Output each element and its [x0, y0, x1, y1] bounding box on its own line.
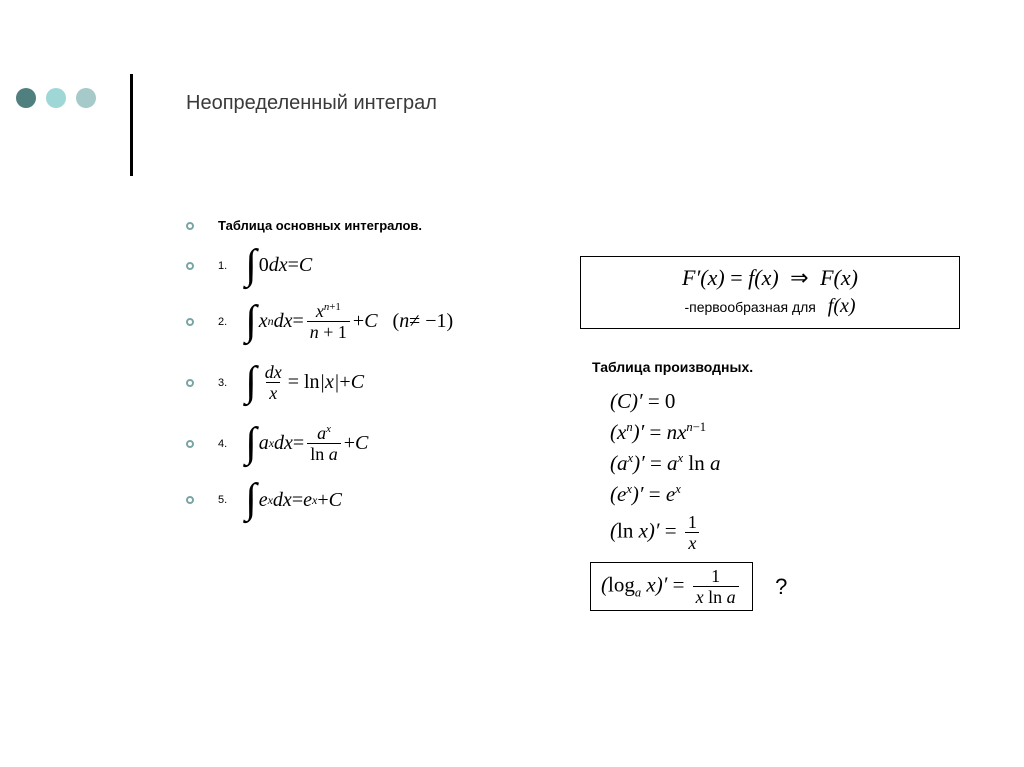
item-number: 5.	[218, 494, 227, 506]
callout-label-row: -первообразная для f(x)	[597, 295, 943, 318]
integral-item: 2. ∫xndx = xn+1n + 1 + C (n ≠ −1)	[186, 302, 546, 341]
derivatives-list: (C)′ = 0 (xn)′ = nxn−1 (ax)′ = ax ln a (ex)…	[610, 389, 960, 552]
decorative-dots	[16, 88, 96, 108]
callout-label: -первообразная для	[684, 299, 815, 315]
dot	[76, 88, 96, 108]
derivative-line: (C)′ = 0	[610, 389, 960, 414]
derivative-line: (ax)′ = ax ln a	[610, 451, 960, 476]
bullet-icon	[186, 222, 194, 230]
dot	[16, 88, 36, 108]
integral-formula: ∫0dx = C	[245, 251, 312, 280]
bullet-icon	[186, 379, 194, 387]
question-mark: ?	[775, 574, 787, 599]
subheading-row: Таблица основных интегралов.	[186, 218, 546, 233]
derivatives-column: F′(x) = f(x) ⇒ F(x) -первообразная для f…	[580, 256, 960, 611]
integral-item: 3. ∫dxx = ln|x| + C	[186, 363, 546, 402]
item-number: 3.	[218, 377, 227, 389]
antiderivative-callout: F′(x) = f(x) ⇒ F(x) -первообразная для f…	[580, 256, 960, 329]
integrals-subheading: Таблица основных интегралов.	[218, 218, 422, 233]
bullet-icon	[186, 262, 194, 270]
slide-title: Неопределенный интеграл	[186, 92, 437, 115]
integrals-column: Таблица основных интегралов. 1. ∫0dx = C 2…	[186, 218, 546, 537]
log-derivative-row: (loga x)′ = 1x ln a ?	[590, 558, 960, 611]
callout-formula: F′(x) = f(x) ⇒ F(x)	[597, 265, 943, 291]
item-number: 1.	[218, 260, 227, 272]
bullet-icon	[186, 440, 194, 448]
integral-formula: ∫dxx = ln|x| + C	[245, 363, 364, 402]
integral-formula: ∫xndx = xn+1n + 1 + C (n ≠ −1)	[245, 302, 453, 341]
integral-formula: ∫axdx = axln a + C	[245, 424, 368, 463]
integral-formula: ∫exdx = ex + C	[245, 485, 342, 514]
bullet-icon	[186, 318, 194, 326]
bullet-icon	[186, 496, 194, 504]
derivatives-heading: Таблица производных.	[592, 359, 960, 375]
item-number: 4.	[218, 438, 227, 450]
integral-item: 1. ∫0dx = C	[186, 251, 546, 280]
derivative-line: (ln x)′ = 1x	[610, 513, 960, 552]
log-derivative-box: (loga x)′ = 1x ln a	[590, 562, 753, 611]
integral-item: 4. ∫axdx = axln a + C	[186, 424, 546, 463]
callout-fx: f(x)	[828, 295, 856, 317]
derivative-line: (ex)′ = ex	[610, 482, 960, 507]
derivative-line: (xn)′ = nxn−1	[610, 420, 960, 445]
vertical-rule	[130, 74, 133, 176]
integral-item: 5. ∫exdx = ex + C	[186, 485, 546, 514]
dot	[46, 88, 66, 108]
item-number: 2.	[218, 316, 227, 328]
